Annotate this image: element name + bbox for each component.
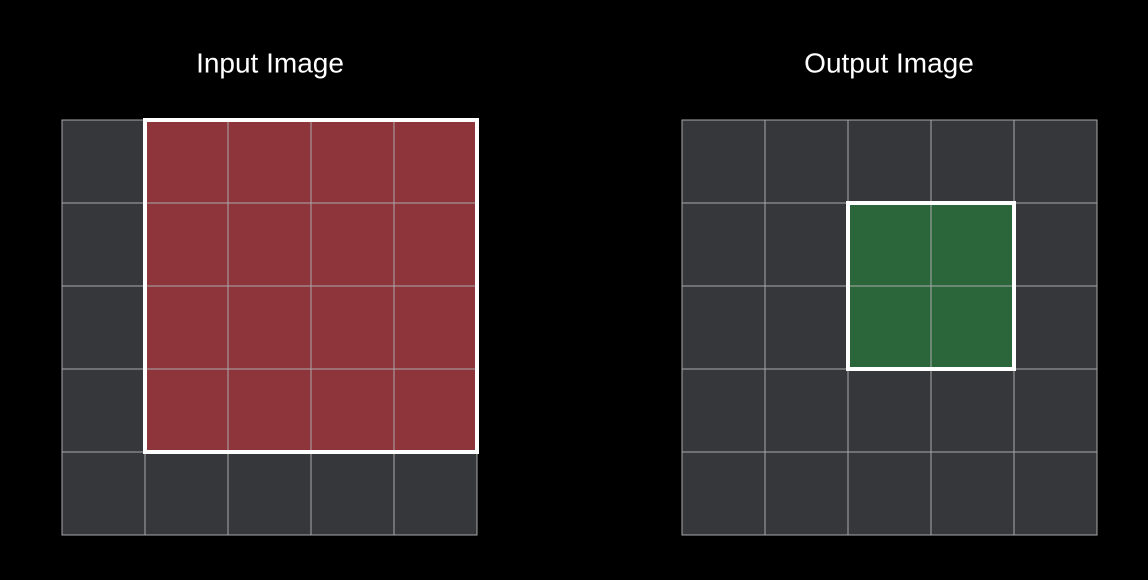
grid-cell: [144, 451, 229, 536]
highlight-cell: [310, 119, 395, 204]
grid-cell: [393, 451, 478, 536]
grid-cell: [764, 451, 849, 536]
highlight-cell: [144, 285, 229, 370]
panel-title: Input Image: [196, 47, 344, 78]
highlight-cell: [144, 368, 229, 453]
grid-cell: [847, 368, 932, 453]
grid-cell: [764, 285, 849, 370]
grid-cell: [681, 451, 766, 536]
highlight-cell: [847, 285, 932, 370]
grid-cell: [764, 202, 849, 287]
grid-cell: [847, 451, 932, 536]
grid-cell: [764, 119, 849, 204]
grid-cell: [847, 119, 932, 204]
highlight-border: [846, 201, 1016, 371]
grid-cell: [61, 285, 146, 370]
highlight-cell: [227, 285, 312, 370]
grid-cell: [61, 368, 146, 453]
grid-cell: [1013, 202, 1098, 287]
grid-cell: [681, 285, 766, 370]
highlight-cell: [310, 285, 395, 370]
highlight-cell: [227, 368, 312, 453]
grid-cell: [61, 119, 146, 204]
grid-cell: [1013, 451, 1098, 536]
grid-cell: [1013, 285, 1098, 370]
highlight-cell: [310, 202, 395, 287]
highlight-cell: [930, 285, 1015, 370]
highlight-cell: [847, 202, 932, 287]
grid-cell: [61, 202, 146, 287]
grid-cell: [310, 451, 395, 536]
grid-cell: [1013, 368, 1098, 453]
highlight-cell: [393, 119, 478, 204]
highlight-cell: [393, 285, 478, 370]
grid-cell: [681, 119, 766, 204]
grid-cell: [930, 368, 1015, 453]
grid-cell: [681, 368, 766, 453]
highlight-cell: [144, 119, 229, 204]
highlight-cell: [227, 119, 312, 204]
grid-cell: [1013, 119, 1098, 204]
highlight-cell: [310, 368, 395, 453]
grid-cell: [681, 202, 766, 287]
highlight-cell: [227, 202, 312, 287]
highlight-cell: [393, 368, 478, 453]
grid-cell: [930, 119, 1015, 204]
grid-cell: [227, 451, 312, 536]
grid-cell: [61, 451, 146, 536]
grid-cell: [764, 368, 849, 453]
highlight-border: [143, 118, 479, 454]
highlight-cell: [144, 202, 229, 287]
highlight-cell: [393, 202, 478, 287]
grid-cell: [930, 451, 1015, 536]
highlight-cell: [930, 202, 1015, 287]
panel-title: Output Image: [804, 47, 974, 78]
